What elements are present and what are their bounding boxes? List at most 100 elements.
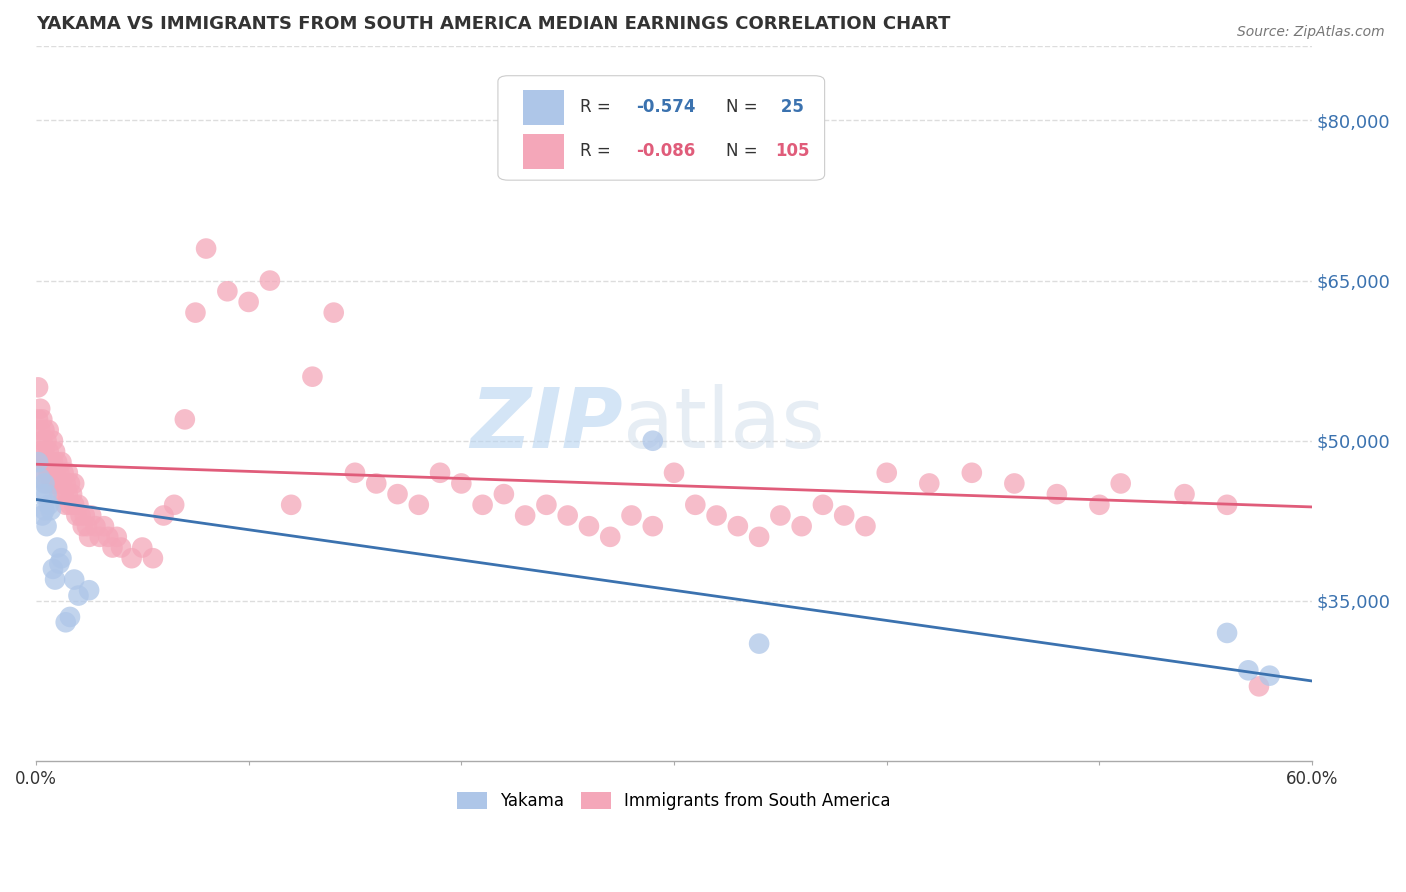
Text: R =: R = <box>579 142 616 161</box>
Point <box>706 508 728 523</box>
Text: atlas: atlas <box>623 384 825 466</box>
Point <box>44 444 66 458</box>
Point <box>790 519 813 533</box>
Point <box>67 498 90 512</box>
Point <box>59 610 82 624</box>
Point <box>65 508 87 523</box>
Point <box>44 573 66 587</box>
Point <box>387 487 409 501</box>
Point <box>35 455 58 469</box>
Point <box>748 530 770 544</box>
Point <box>152 508 174 523</box>
Point <box>620 508 643 523</box>
Point <box>121 551 143 566</box>
Point <box>238 294 260 309</box>
Point <box>105 530 128 544</box>
Point <box>429 466 451 480</box>
Point <box>51 455 73 469</box>
Point <box>51 476 73 491</box>
Point <box>38 444 60 458</box>
Point <box>42 476 65 491</box>
Point <box>408 498 430 512</box>
Point <box>641 434 664 448</box>
Point <box>38 466 60 480</box>
Point <box>56 487 79 501</box>
Point <box>832 508 855 523</box>
Point <box>55 615 77 630</box>
Point <box>1002 476 1025 491</box>
Point <box>48 466 70 480</box>
Point <box>34 444 56 458</box>
Point <box>578 519 600 533</box>
Point <box>101 541 124 555</box>
Point <box>44 466 66 480</box>
FancyBboxPatch shape <box>498 76 825 180</box>
Point <box>259 274 281 288</box>
Point <box>343 466 366 480</box>
Point <box>1216 626 1239 640</box>
Text: -0.086: -0.086 <box>636 142 695 161</box>
Point <box>876 466 898 480</box>
Point <box>31 434 53 448</box>
Point <box>39 476 62 491</box>
Point <box>27 455 49 469</box>
Point <box>63 573 86 587</box>
Point <box>38 498 60 512</box>
Point <box>163 498 186 512</box>
Point <box>492 487 515 501</box>
Point <box>30 471 52 485</box>
Text: N =: N = <box>727 98 763 117</box>
Point <box>1173 487 1195 501</box>
Point <box>1088 498 1111 512</box>
Point <box>811 498 834 512</box>
Point <box>366 476 388 491</box>
Point <box>173 412 195 426</box>
Point <box>1237 663 1260 677</box>
Point <box>918 476 941 491</box>
Point <box>72 519 94 533</box>
Point <box>301 369 323 384</box>
Point <box>1109 476 1132 491</box>
Point <box>599 530 621 544</box>
Point <box>30 401 52 416</box>
Point <box>960 466 983 480</box>
Point <box>142 551 165 566</box>
Point <box>195 242 218 256</box>
Point <box>59 476 82 491</box>
Point <box>131 541 153 555</box>
Text: YAKAMA VS IMMIGRANTS FROM SOUTH AMERICA MEDIAN EARNINGS CORRELATION CHART: YAKAMA VS IMMIGRANTS FROM SOUTH AMERICA … <box>37 15 950 33</box>
Point <box>27 380 49 394</box>
Point <box>76 519 98 533</box>
Point <box>46 455 69 469</box>
Point <box>55 498 77 512</box>
Point <box>46 541 69 555</box>
Point <box>34 476 56 491</box>
Point <box>42 562 65 576</box>
Point <box>280 498 302 512</box>
Point <box>59 498 82 512</box>
Point <box>67 589 90 603</box>
Point <box>31 508 53 523</box>
Text: -0.574: -0.574 <box>636 98 695 117</box>
Point <box>855 519 877 533</box>
Point <box>322 305 344 319</box>
Text: N =: N = <box>727 142 763 161</box>
Point <box>48 557 70 571</box>
Point <box>30 423 52 437</box>
Point <box>471 498 494 512</box>
Point <box>515 508 537 523</box>
Point <box>110 541 132 555</box>
Point <box>51 551 73 566</box>
Point <box>748 637 770 651</box>
Point <box>536 498 558 512</box>
Text: Source: ZipAtlas.com: Source: ZipAtlas.com <box>1237 25 1385 39</box>
Point <box>31 487 53 501</box>
Point <box>30 444 52 458</box>
Point <box>52 487 75 501</box>
FancyBboxPatch shape <box>523 90 564 125</box>
Point <box>48 487 70 501</box>
Point <box>63 476 86 491</box>
Point <box>63 498 86 512</box>
Point <box>35 519 58 533</box>
Point <box>80 508 103 523</box>
